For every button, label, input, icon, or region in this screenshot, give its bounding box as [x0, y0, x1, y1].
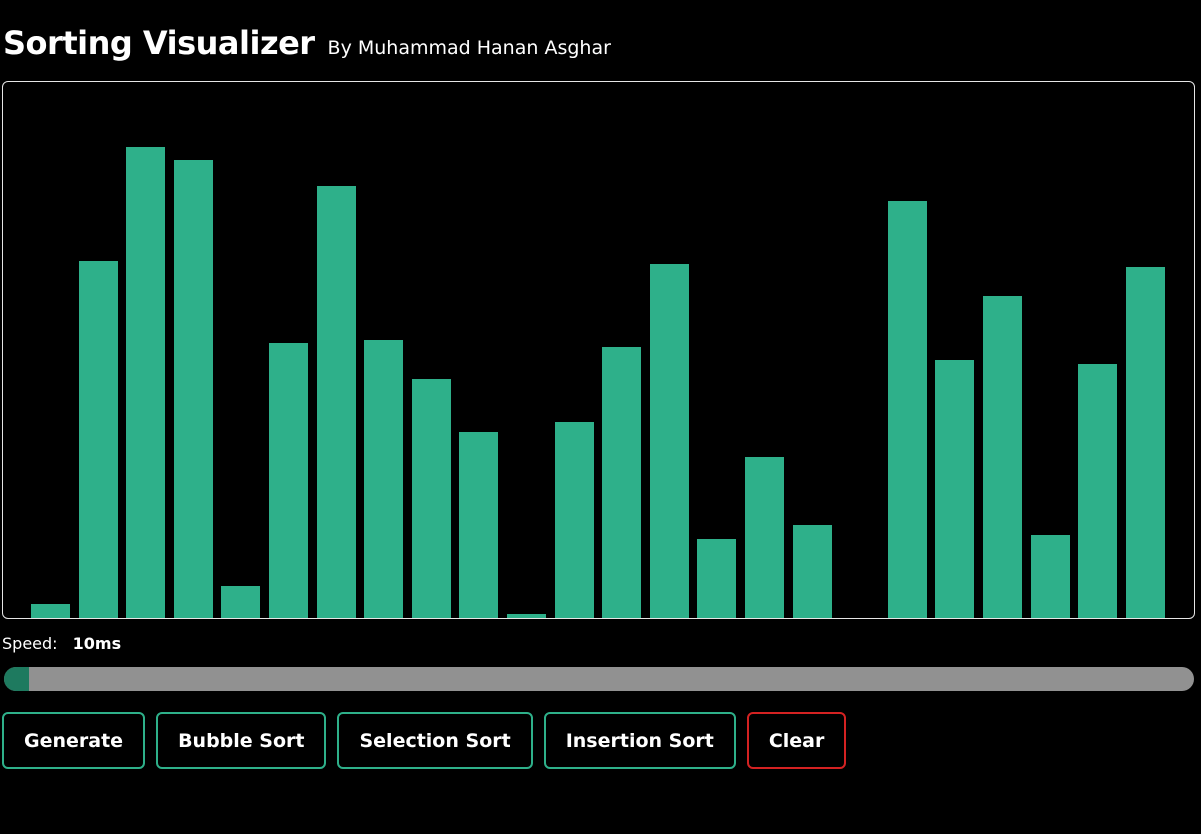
array-bar [887, 201, 927, 618]
generate-button[interactable]: Generate [2, 712, 146, 769]
array-bar [554, 422, 594, 618]
array-bar [1125, 267, 1165, 618]
array-bar [221, 586, 261, 618]
selection-sort-button[interactable]: Selection Sort [337, 712, 533, 769]
array-bar [507, 614, 546, 618]
array-bar [411, 379, 451, 618]
array-bar [31, 604, 70, 618]
array-bar [935, 360, 975, 618]
array-bar [602, 347, 642, 618]
speed-slider-fill [4, 667, 29, 691]
controls-toolbar: Generate Bubble Sort Selection Sort Inse… [2, 712, 847, 769]
array-bar [316, 186, 356, 618]
array-bar [364, 340, 404, 618]
insertion-sort-button[interactable]: Insertion Sort [543, 712, 736, 769]
array-bar [459, 432, 499, 618]
speed-value: 10ms [72, 634, 122, 653]
speed-readout: Speed: 10ms [2, 634, 121, 653]
page-subtitle: By Muhammad Hanan Asghar [327, 37, 611, 59]
clear-button[interactable]: Clear [746, 712, 847, 769]
array-bar [173, 160, 213, 618]
array-bar [983, 296, 1022, 618]
array-bar [697, 539, 737, 618]
array-bar [78, 261, 118, 618]
page-header: Sorting Visualizer By Muhammad Hanan Asg… [3, 24, 611, 68]
speed-label: Speed: [2, 634, 58, 653]
array-bar [792, 525, 832, 618]
page-title: Sorting Visualizer [3, 24, 315, 62]
array-bar [1078, 364, 1118, 618]
bars-canvas [2, 81, 1195, 619]
array-bar [269, 343, 308, 618]
array-bar [649, 264, 689, 618]
array-bar [126, 147, 166, 618]
array-bar [745, 457, 784, 618]
array-bar [1030, 535, 1070, 618]
speed-slider[interactable] [4, 667, 1194, 691]
bubble-sort-button[interactable]: Bubble Sort [156, 712, 327, 769]
